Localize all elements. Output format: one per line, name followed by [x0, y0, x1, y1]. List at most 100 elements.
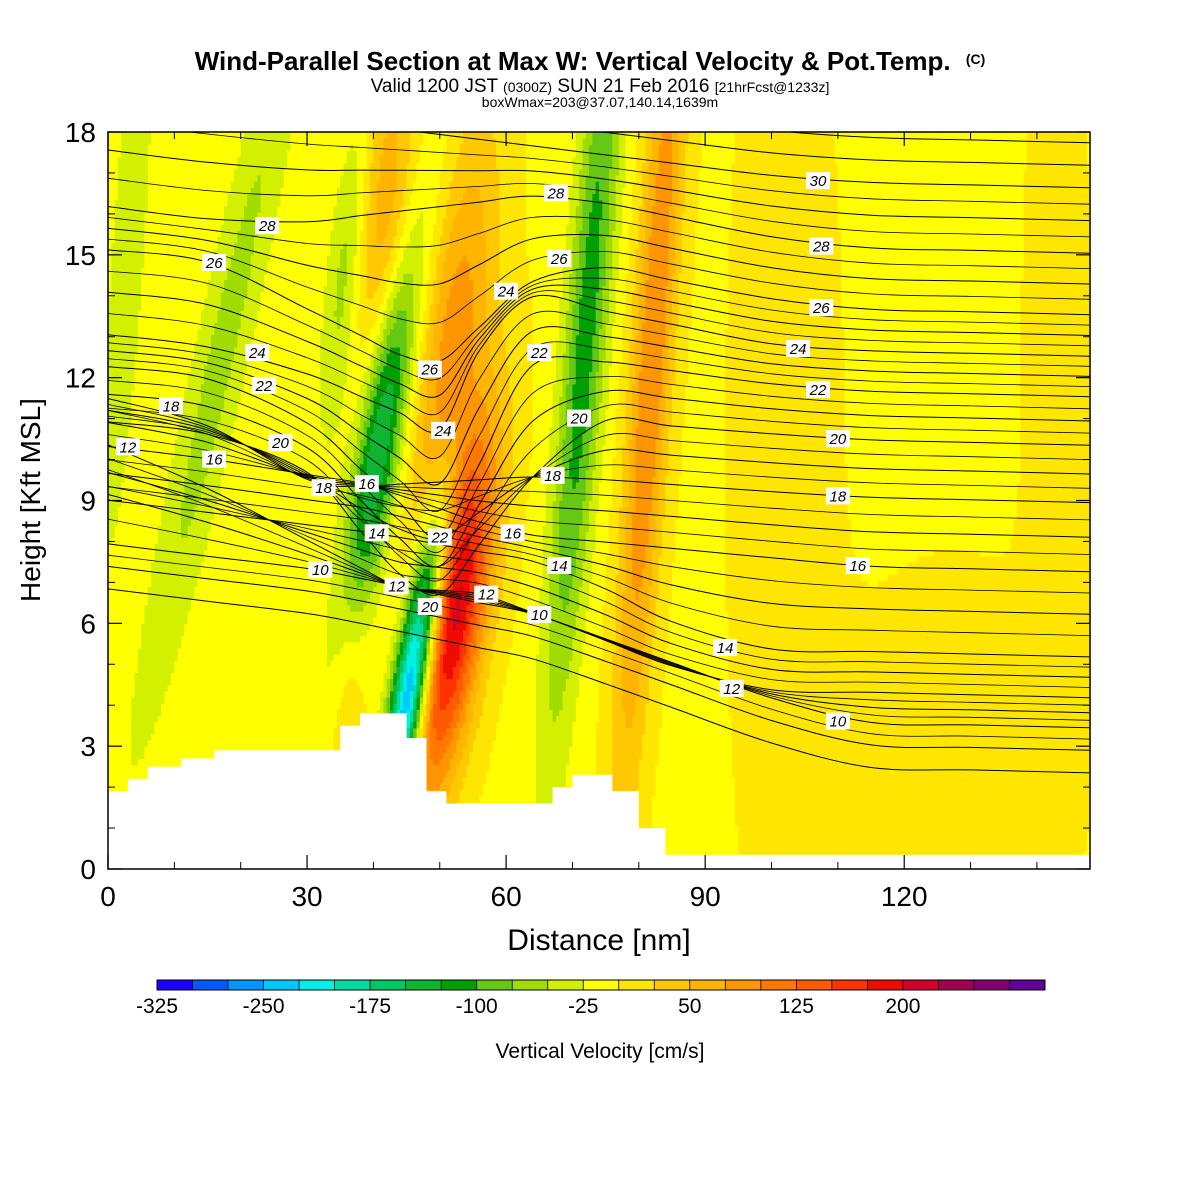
- heatmap-cell: [151, 353, 156, 360]
- heatmap-cell: [131, 647, 136, 655]
- heatmap-cell: [117, 598, 122, 606]
- heatmap-cell: [121, 267, 126, 274]
- heatmap-cell: [147, 752, 152, 760]
- heatmap-cell: [137, 420, 142, 428]
- heatmap-cell: [134, 408, 139, 416]
- heatmap-cell: [137, 187, 142, 195]
- heatmap-cell: [131, 623, 136, 631]
- heatmap-cell: [144, 217, 149, 225]
- heatmap-cell: [144, 426, 149, 434]
- heatmap-cell: [131, 672, 136, 680]
- heatmap-cell: [108, 328, 112, 336]
- heatmap-cell: [144, 746, 149, 753]
- heatmap-cell: [151, 574, 156, 581]
- heatmap-cell: [147, 574, 152, 581]
- heatmap-cell: [134, 162, 139, 170]
- heatmap-cell: [147, 211, 152, 219]
- heatmap-cell: [124, 776, 129, 784]
- heatmap-cell: [147, 371, 152, 379]
- heatmap-cell: [131, 371, 136, 379]
- heatmap-cell: [114, 193, 119, 201]
- heatmap-cell: [144, 150, 149, 158]
- heatmap-cell: [124, 199, 129, 207]
- heatmap-cell: [121, 291, 126, 299]
- heatmap-cell: [124, 543, 129, 551]
- heatmap-cell: [137, 279, 142, 287]
- heatmap-cell: [108, 267, 112, 274]
- heatmap-cell: [111, 580, 116, 588]
- heatmap-cell: [144, 574, 149, 581]
- heatmap-cell: [144, 242, 149, 250]
- heatmap-cell: [114, 746, 119, 753]
- heatmap-cell: [108, 697, 112, 704]
- heatmap-cell: [127, 727, 132, 735]
- heatmap-cell: [144, 199, 149, 207]
- heatmap-cell: [134, 635, 139, 643]
- heatmap-cell: [144, 666, 149, 674]
- heatmap-cell: [108, 709, 112, 717]
- heatmap-cell: [147, 414, 152, 422]
- heatmap-cell: [134, 697, 139, 704]
- heatmap-cell: [147, 611, 152, 618]
- heatmap-cell: [141, 340, 146, 348]
- heatmap-cell: [144, 230, 149, 238]
- heatmap-cell: [154, 531, 159, 538]
- heatmap-cell: [124, 162, 129, 170]
- heatmap-cell: [137, 322, 142, 330]
- heatmap-cell: [141, 156, 146, 164]
- heatmap-cell: [124, 598, 129, 606]
- heatmap-cell: [151, 666, 156, 674]
- heatmap-cell: [114, 733, 119, 741]
- heatmap-cell: [144, 721, 149, 729]
- heatmap-cell: [117, 469, 122, 477]
- heatmap-cell: [114, 543, 119, 551]
- heatmap-cell: [141, 549, 146, 557]
- heatmap-cell: [147, 285, 152, 293]
- heatmap-cell: [127, 353, 132, 360]
- heatmap-cell: [117, 211, 122, 219]
- heatmap-cell: [117, 623, 122, 631]
- heatmap-cell: [134, 267, 139, 274]
- heatmap-cell: [121, 506, 126, 514]
- heatmap-cell: [147, 303, 152, 311]
- heatmap-cell: [144, 758, 149, 766]
- heatmap-cell: [121, 494, 126, 502]
- heatmap-cell: [151, 518, 156, 526]
- heatmap-cell: [147, 733, 152, 741]
- heatmap-cell: [111, 168, 116, 176]
- heatmap-cell: [124, 254, 129, 262]
- heatmap-cell: [111, 432, 116, 440]
- heatmap-cell: [131, 402, 136, 409]
- heatmap-cell: [124, 506, 129, 514]
- heatmap-cell: [141, 475, 146, 483]
- heatmap-cell: [114, 721, 119, 729]
- heatmap-cell: [117, 279, 122, 287]
- heatmap-cell: [131, 242, 136, 250]
- heatmap-cell: [108, 273, 112, 280]
- heatmap-cell: [131, 359, 136, 366]
- heatmap-cell: [111, 273, 116, 280]
- heatmap-cell: [147, 181, 152, 188]
- heatmap-cell: [147, 715, 152, 723]
- heatmap-cell: [137, 297, 142, 305]
- heatmap-cell: [114, 549, 119, 557]
- heatmap-cell: [124, 500, 129, 508]
- heatmap-cell: [111, 224, 116, 231]
- heatmap-cell: [127, 383, 132, 391]
- heatmap-cell: [147, 549, 152, 557]
- heatmap-cell: [121, 611, 126, 618]
- heatmap-cell: [147, 678, 152, 686]
- heatmap-cell: [127, 193, 132, 201]
- heatmap-cell: [108, 353, 112, 360]
- heatmap-cell: [108, 414, 112, 422]
- heatmap-cell: [134, 580, 139, 588]
- heatmap-cell: [108, 205, 112, 213]
- heatmap-cell: [127, 512, 132, 520]
- heatmap-cell: [147, 463, 152, 471]
- heatmap-cell: [117, 426, 122, 434]
- heatmap-cell: [124, 494, 129, 502]
- heatmap-cell: [127, 574, 132, 581]
- heatmap-cell: [131, 260, 136, 268]
- heatmap-cell: [111, 647, 116, 655]
